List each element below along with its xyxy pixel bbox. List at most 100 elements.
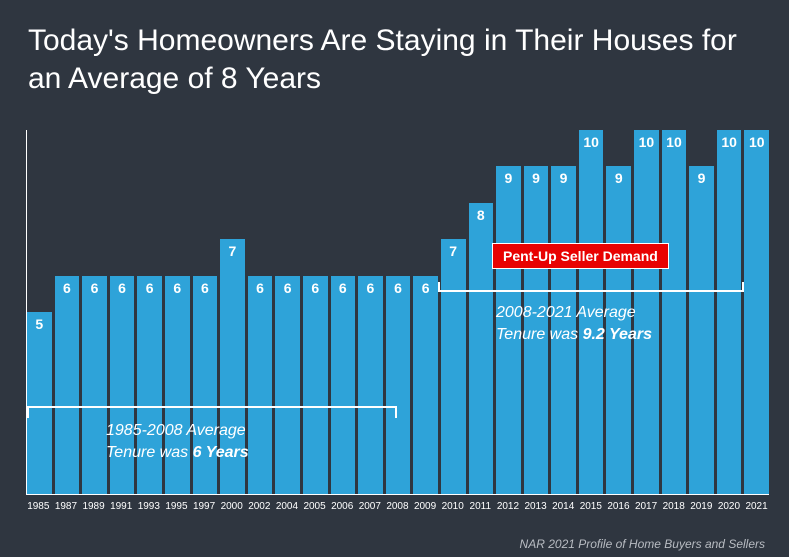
bar-value: 6 bbox=[386, 280, 411, 296]
bar-value: 8 bbox=[469, 207, 494, 223]
bar-value: 9 bbox=[689, 170, 714, 186]
x-label: 2013 bbox=[523, 497, 548, 517]
x-label: 2006 bbox=[330, 497, 355, 517]
chart-title: Today's Homeowners Are Staying in Their … bbox=[28, 22, 761, 97]
bar-value: 10 bbox=[634, 134, 659, 150]
bar-wrap: 6 bbox=[413, 130, 438, 494]
x-label: 2002 bbox=[247, 497, 272, 517]
bar-value: 6 bbox=[331, 280, 356, 296]
x-label: 2014 bbox=[551, 497, 576, 517]
x-label: 2009 bbox=[413, 497, 438, 517]
bar: 10 bbox=[717, 130, 742, 494]
bar-value: 6 bbox=[110, 280, 135, 296]
bar-value: 7 bbox=[441, 243, 466, 259]
x-axis-labels: 1985198719891991199319951997200020022004… bbox=[26, 497, 769, 517]
bar: 6 bbox=[358, 276, 383, 494]
bar: 8 bbox=[469, 203, 494, 494]
bar-value: 6 bbox=[55, 280, 80, 296]
range1-line1: 1985-2008 Average bbox=[106, 422, 246, 439]
bar-wrap: 10 bbox=[717, 130, 742, 494]
bar: 6 bbox=[386, 276, 411, 494]
x-label: 2021 bbox=[744, 497, 769, 517]
x-label: 2004 bbox=[275, 497, 300, 517]
bar-value: 6 bbox=[303, 280, 328, 296]
bar-value: 9 bbox=[524, 170, 549, 186]
bar: 6 bbox=[248, 276, 273, 494]
bar: 6 bbox=[413, 276, 438, 494]
x-label: 1987 bbox=[54, 497, 79, 517]
bar-value: 9 bbox=[551, 170, 576, 186]
x-label: 2008 bbox=[385, 497, 410, 517]
bar-wrap: 6 bbox=[248, 130, 273, 494]
chart-area: 56666667666666678999109101091010 1985198… bbox=[26, 130, 769, 517]
bar-value: 6 bbox=[193, 280, 218, 296]
range-bracket-right bbox=[438, 290, 744, 300]
x-label: 2007 bbox=[358, 497, 383, 517]
bar: 10 bbox=[662, 130, 687, 494]
bar-wrap: 7 bbox=[441, 130, 466, 494]
bar: 9 bbox=[689, 166, 714, 494]
x-label: 2019 bbox=[689, 497, 714, 517]
bar-value: 6 bbox=[358, 280, 383, 296]
bar: 6 bbox=[331, 276, 356, 494]
x-label: 2017 bbox=[634, 497, 659, 517]
bar-value: 10 bbox=[717, 134, 742, 150]
range-bracket-left bbox=[27, 406, 397, 416]
bar-wrap: 9 bbox=[689, 130, 714, 494]
x-label: 1989 bbox=[81, 497, 106, 517]
bar-wrap: 6 bbox=[331, 130, 356, 494]
x-label: 2018 bbox=[661, 497, 686, 517]
bar-wrap: 10 bbox=[744, 130, 769, 494]
x-label: 2020 bbox=[717, 497, 742, 517]
bar-wrap: 8 bbox=[469, 130, 494, 494]
bar-wrap: 6 bbox=[358, 130, 383, 494]
bar-value: 10 bbox=[662, 134, 687, 150]
x-label: 1995 bbox=[164, 497, 189, 517]
x-label: 2016 bbox=[606, 497, 631, 517]
range2-line2a: Tenure was bbox=[496, 326, 583, 343]
bar-wrap: 6 bbox=[275, 130, 300, 494]
range2-bold: 9.2 Years bbox=[583, 326, 652, 343]
bar-value: 10 bbox=[744, 134, 769, 150]
bar-wrap: 10 bbox=[662, 130, 687, 494]
range-caption-right: 2008-2021 Average Tenure was 9.2 Years bbox=[496, 302, 652, 345]
source-attribution: NAR 2021 Profile of Home Buyers and Sell… bbox=[520, 537, 765, 551]
x-label: 2015 bbox=[579, 497, 604, 517]
bar: 6 bbox=[303, 276, 328, 494]
chart-slide: { "title": "Today's Homeowners Are Stayi… bbox=[0, 0, 789, 557]
bar-value: 6 bbox=[413, 280, 438, 296]
bar-wrap: 6 bbox=[303, 130, 328, 494]
bar: 7 bbox=[441, 239, 466, 494]
bar: 10 bbox=[744, 130, 769, 494]
bar-wrap: 6 bbox=[82, 130, 107, 494]
range-caption-left: 1985-2008 Average Tenure was 6 Years bbox=[106, 420, 249, 463]
bar-wrap: 6 bbox=[55, 130, 80, 494]
bar: 6 bbox=[275, 276, 300, 494]
bar-value: 6 bbox=[165, 280, 190, 296]
bar-value: 7 bbox=[220, 243, 245, 259]
x-label: 2005 bbox=[302, 497, 327, 517]
x-label: 1997 bbox=[192, 497, 217, 517]
bar-value: 6 bbox=[275, 280, 300, 296]
range1-bold: 6 Years bbox=[193, 444, 249, 461]
bar-value: 10 bbox=[579, 134, 604, 150]
bar-value: 9 bbox=[606, 170, 631, 186]
bar-value: 9 bbox=[496, 170, 521, 186]
bar: 6 bbox=[82, 276, 107, 494]
bar-value: 5 bbox=[27, 316, 52, 332]
pent-up-demand-callout: Pent-Up Seller Demand bbox=[492, 243, 669, 269]
x-label: 1991 bbox=[109, 497, 134, 517]
x-label: 1985 bbox=[26, 497, 51, 517]
bar-wrap: 5 bbox=[27, 130, 52, 494]
bar-value: 6 bbox=[248, 280, 273, 296]
x-label: 1993 bbox=[137, 497, 162, 517]
bar-wrap: 6 bbox=[386, 130, 411, 494]
x-label: 2011 bbox=[468, 497, 493, 517]
bar-value: 6 bbox=[137, 280, 162, 296]
bar: 6 bbox=[55, 276, 80, 494]
x-label: 2012 bbox=[496, 497, 521, 517]
bar-value: 6 bbox=[82, 280, 107, 296]
x-label: 2010 bbox=[440, 497, 465, 517]
range2-line1: 2008-2021 Average bbox=[496, 304, 636, 321]
x-label: 2000 bbox=[219, 497, 244, 517]
